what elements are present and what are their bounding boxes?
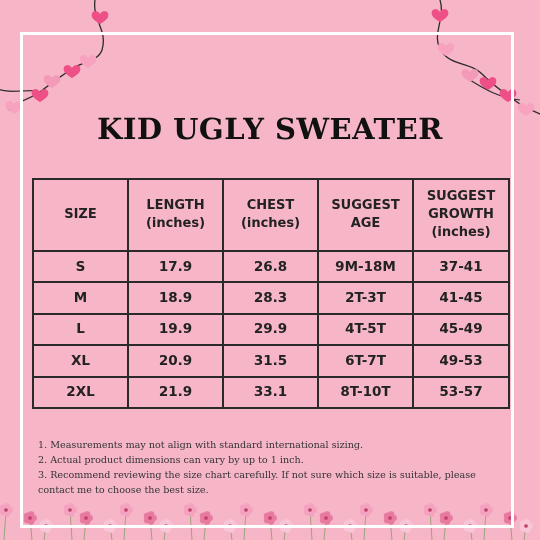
heart-icon bbox=[517, 103, 535, 116]
heart-icon bbox=[437, 43, 455, 56]
flower-icon bbox=[359, 503, 373, 517]
table-cell: 18.9 bbox=[127, 281, 224, 315]
table-cell: 9M-18M bbox=[317, 249, 414, 284]
table-row: 2XL 21.9 33.1 8T-10T 53-57 bbox=[32, 375, 510, 410]
heart-icon bbox=[5, 101, 23, 114]
table-cell: 4T-5T bbox=[317, 312, 414, 347]
size-chart-table: SIZE LENGTH (inches) CHEST (inches) SUGGEST AG… bbox=[32, 178, 510, 410]
table-cell: 17.9 bbox=[127, 249, 224, 284]
white-frame bbox=[20, 32, 514, 528]
column-header-line: (inches) bbox=[240, 216, 301, 231]
column-header-line: (inches) bbox=[145, 216, 206, 231]
table-row: L 19.9 29.9 4T-5T 45-49 bbox=[32, 312, 510, 347]
flower-icon bbox=[79, 511, 93, 525]
table-cell: 20.9 bbox=[127, 344, 224, 378]
column-header-line: SIZE bbox=[64, 207, 97, 222]
column-header: LENGTH (inches) bbox=[127, 178, 224, 252]
table-cell: 33.1 bbox=[222, 375, 319, 410]
flower-icon bbox=[303, 503, 317, 517]
column-header-line: GROWTH bbox=[428, 207, 494, 222]
table-cell: 21.9 bbox=[127, 375, 224, 410]
column-header: SUGGEST AGE bbox=[317, 178, 414, 252]
table-row: M 18.9 28.3 2T-3T 41-45 bbox=[32, 281, 510, 315]
table-cell: 19.9 bbox=[127, 312, 224, 347]
note-line: contact me to choose the best size. bbox=[38, 485, 209, 496]
table-header-row: SIZE LENGTH (inches) CHEST (inches) SUGGEST AG… bbox=[32, 178, 510, 252]
column-header-line: LENGTH bbox=[146, 198, 205, 213]
garland-left bbox=[0, 0, 109, 114]
table-cell: 29.9 bbox=[222, 312, 319, 347]
heart-icon bbox=[63, 65, 81, 78]
heart-icon bbox=[31, 89, 49, 102]
table-row: XL 20.9 31.5 6T-7T 49-53 bbox=[32, 344, 510, 378]
flower-icon bbox=[63, 503, 77, 517]
flower-icon bbox=[319, 511, 333, 525]
table-row: S 17.9 26.8 9M-18M 37-41 bbox=[32, 249, 510, 284]
flower-icon bbox=[23, 511, 37, 525]
flower-icon bbox=[439, 511, 453, 525]
heart-icon bbox=[461, 69, 479, 82]
column-header-line: CHEST bbox=[246, 198, 295, 213]
table-cell: 6T-7T bbox=[317, 344, 414, 378]
flower-icon bbox=[183, 503, 198, 517]
table-cell: 28.3 bbox=[222, 281, 319, 315]
flower-icon bbox=[199, 511, 214, 525]
column-header: SIZE bbox=[32, 178, 129, 252]
heart-icon bbox=[431, 9, 449, 22]
note-line: 2. Actual product dimensions can vary by… bbox=[38, 455, 304, 466]
table-cell: 26.8 bbox=[222, 249, 319, 284]
table-cell: 2XL bbox=[32, 375, 129, 410]
column-header: CHEST (inches) bbox=[222, 178, 319, 252]
column-header: SUGGEST GROWTH (inches) bbox=[412, 178, 510, 252]
table-cell: 31.5 bbox=[222, 344, 319, 378]
flower-icon bbox=[239, 503, 254, 517]
note-line: 3. Recommend reviewing the size chart ca… bbox=[38, 470, 476, 481]
flower-icon bbox=[519, 519, 533, 533]
heart-icon bbox=[479, 77, 497, 90]
table-cell: M bbox=[32, 281, 129, 315]
heart-icon bbox=[43, 75, 61, 88]
table-cell: 2T-3T bbox=[317, 281, 414, 315]
table-cell: 8T-10T bbox=[317, 375, 414, 410]
note-line: 1. Measurements may not align with stand… bbox=[38, 440, 364, 451]
table-cell: 37-41 bbox=[412, 249, 510, 284]
flower-icon bbox=[119, 503, 133, 517]
heart-icon bbox=[91, 11, 109, 24]
flower-icon bbox=[143, 511, 158, 525]
flower-icon bbox=[423, 503, 437, 517]
flower-icon bbox=[383, 511, 397, 525]
notes: 1. Measurements may not align with stand… bbox=[38, 438, 508, 498]
flower-icon bbox=[263, 511, 277, 525]
table-cell: S bbox=[32, 249, 129, 284]
page-title: KID UGLY SWEATER bbox=[97, 112, 443, 146]
column-header-line: SUGGEST bbox=[426, 189, 496, 204]
table-cell: L bbox=[32, 312, 129, 347]
table-cell: 41-45 bbox=[412, 281, 510, 315]
flower-icon bbox=[479, 503, 493, 517]
column-header-line: SUGGEST bbox=[331, 198, 400, 213]
table-cell: 45-49 bbox=[412, 312, 510, 347]
table-cell: 49-53 bbox=[412, 344, 510, 378]
column-header-line: (inches) bbox=[431, 225, 491, 240]
flower-icon bbox=[0, 503, 13, 517]
heart-icon bbox=[79, 55, 97, 68]
table-body: S 17.9 26.8 9M-18M 37-41 M 18.9 28.3 2T-3T 41-45 L… bbox=[32, 249, 510, 410]
table-cell: XL bbox=[32, 344, 129, 378]
table-cell: 53-57 bbox=[412, 375, 510, 410]
column-header-line: AGE bbox=[350, 216, 381, 231]
